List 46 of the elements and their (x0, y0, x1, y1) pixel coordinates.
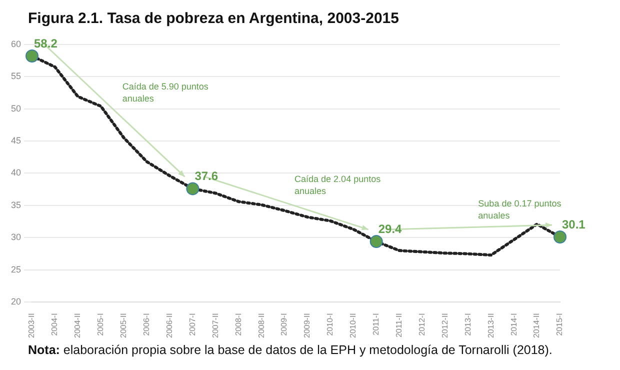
x-tick-label: 2011-II (394, 313, 404, 338)
y-tick-label: 45 (10, 136, 22, 146)
x-tick-label: 2004-I (50, 313, 60, 336)
x-tick-label: 2007-I (188, 313, 197, 336)
x-tick-label: 2006-II (164, 313, 174, 338)
y-tick-label: 20 (10, 296, 22, 307)
point (370, 235, 383, 248)
x-tick-label: 2011-I (372, 313, 381, 336)
x-tick-label: 2008-I (234, 313, 243, 336)
x-tick-label: 2012-II (440, 313, 450, 338)
x-tick-label: 2008-II (256, 313, 266, 338)
data-label: 58.2 (34, 36, 58, 50)
annotation: Caída de 5.90 puntos anuales (122, 81, 209, 104)
point (26, 49, 39, 62)
x-tick-label: 2015-I (555, 313, 564, 336)
y-tick-label: 50 (10, 103, 22, 114)
data-label: 37.6 (194, 169, 218, 184)
text: Nota: elaboración propia sobre la base de datos de la EPH y metodología de Tornarolli (2018). (28, 343, 552, 357)
data-label: 30.1 (562, 217, 586, 232)
x-tick-label: 2009-II (302, 313, 312, 338)
y-tick-label: 40 (10, 168, 22, 178)
y-tick-label: 55 (10, 71, 22, 82)
x-tick-label: 2003-II (27, 313, 36, 338)
x-tick-label: 2004-II (73, 313, 82, 338)
x-tick-label: 2013-II (486, 313, 496, 338)
y-tick-label: 30 (10, 232, 22, 242)
x-tick-label: 2010-II (348, 313, 358, 338)
x-tick-label: 2013-I (463, 313, 472, 336)
x-tick-label: 2006-I (142, 313, 151, 336)
x-tick-label: 2010-I (326, 313, 335, 336)
chart-title: Figura 2.1. Tasa de pobreza en Argentina, 2003-2015 (28, 10, 399, 27)
x-tick-label: 2014-I (509, 313, 518, 336)
x-tick-label: 2005-I (96, 313, 106, 336)
annotation: Caída de 2.04 puntos anuales (294, 174, 382, 196)
y-tick-label: 35 (10, 200, 22, 210)
x-tick-label: 2007-II (210, 313, 220, 338)
point (186, 182, 200, 196)
y-tick-label: 60 (10, 38, 22, 49)
x-tick-label: 2014-II (532, 313, 542, 338)
y-tick-label: 25 (10, 264, 22, 274)
x-tick-label: 2005-II (119, 313, 128, 338)
point (554, 230, 566, 244)
x-tick-label: 2012-I (417, 313, 426, 336)
x-tick-label: 2009-I (280, 313, 289, 336)
annotation: Suba de 0.17 puntos anuales (478, 198, 562, 220)
data-label: 29.4 (378, 222, 402, 236)
